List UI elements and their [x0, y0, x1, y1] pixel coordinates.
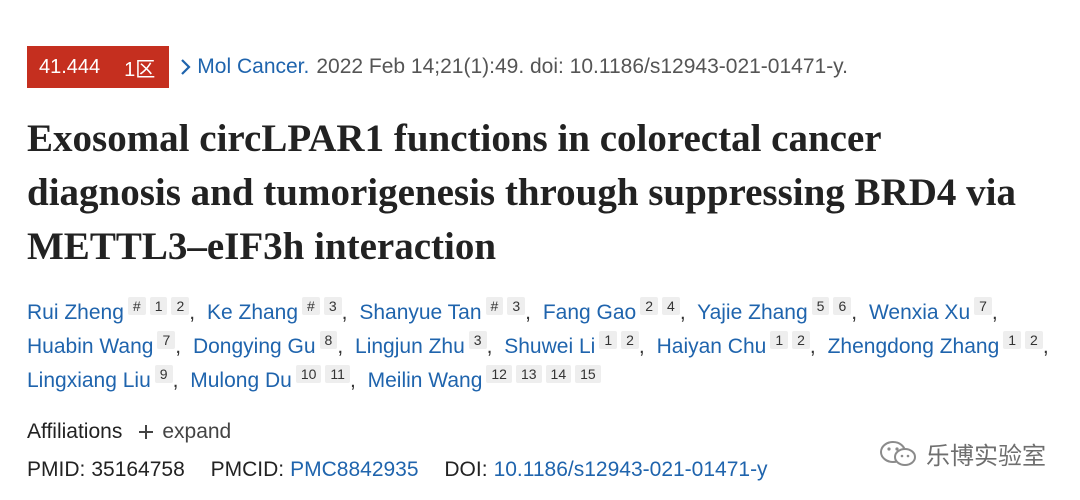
affiliation-number[interactable]: 3 [323, 297, 342, 315]
affiliations-label: Affiliations [27, 420, 123, 443]
author: Rui Zheng #1 2, [27, 297, 201, 324]
watermark-text: 乐博实验室 [926, 443, 1046, 470]
pmcid-label: PMCID: [210, 458, 285, 481]
affiliation-number[interactable]: 2 [621, 331, 639, 349]
affiliation-number[interactable]: 1 [1003, 331, 1022, 349]
author-name[interactable]: Haiyan Chu [656, 335, 767, 358]
affiliation-number[interactable]: 7 [157, 331, 176, 349]
pmid: 35164758 [91, 458, 185, 481]
affiliation-number[interactable]: 13 [515, 365, 542, 383]
author-name[interactable]: Lingxiang Liu [27, 369, 151, 392]
doi-link[interactable]: 10.1186/s12943-021-01471-y [493, 458, 768, 481]
author-name[interactable]: Shanyue Tan [359, 301, 482, 324]
affiliation-number[interactable]: 2 [1025, 331, 1043, 349]
wechat-icon [880, 440, 916, 466]
separator: , [337, 335, 344, 358]
equal-contribution-mark: # [127, 297, 146, 315]
affiliation-number[interactable]: 11 [325, 365, 350, 383]
author-name[interactable]: Lingjun Zhu [355, 335, 465, 358]
author: Fang Gao 2 4, [542, 297, 692, 324]
chevron-icon [181, 59, 191, 75]
author-name[interactable]: Dongying Gu [192, 335, 316, 358]
author-name[interactable]: Huabin Wang [27, 335, 154, 358]
affiliation-number[interactable]: 1 [149, 297, 168, 315]
author: Shuwei Li 1 2, [504, 331, 651, 358]
affiliation-number[interactable]: 10 [295, 365, 322, 383]
author-name[interactable]: Mulong Du [190, 369, 292, 392]
separator: , [638, 335, 645, 358]
author-name[interactable]: Meilin Wang [367, 369, 483, 392]
equal-contribution-mark: # [302, 297, 320, 315]
separator: , [851, 301, 858, 324]
separator: , [349, 369, 356, 392]
affiliations-row: Affiliations expand [27, 420, 231, 444]
author: Zhengdong Zhang 1 2, [827, 331, 1055, 358]
article-title: Exosomal circLPAR1 functions in colorect… [27, 117, 1016, 268]
identifiers: PMID: 35164758 PMCID: PMC8842935 DOI: 10.11… [27, 458, 768, 482]
author: Yajie Zhang 5 6, [697, 297, 863, 324]
author: Lingjun Zhu 3, [355, 331, 498, 358]
author: Haiyan Chu 1 2, [656, 331, 822, 358]
affiliation-number[interactable]: 5 [811, 297, 830, 315]
affiliation-number[interactable]: 9 [154, 365, 173, 383]
separator: , [525, 301, 531, 324]
author: Huabin Wang 7, [27, 331, 187, 358]
citation-details: 2022 Feb 14;21(1):49. doi: 10.1186/s1294… [316, 55, 848, 78]
affiliation-number[interactable]: 2 [640, 297, 659, 315]
author: Lingxiang Liu 9, [27, 365, 184, 392]
author-list: Rui Zheng #1 2, Ke Zhang #3, Shanyue Tan #3,… [27, 296, 1067, 398]
impact-badge: 41.444 1区 [27, 46, 170, 88]
author-name[interactable]: Shuwei Li [504, 335, 596, 358]
author-name[interactable]: Zhengdong Zhang [827, 335, 1000, 358]
affiliation-number[interactable]: 7 [974, 297, 992, 315]
author: Shanyue Tan #3, [359, 297, 537, 324]
expand-button[interactable]: expand [162, 420, 232, 443]
author-name[interactable]: Wenxia Xu [868, 301, 971, 324]
affiliation-number[interactable]: 8 [319, 331, 338, 349]
affiliation-number[interactable]: 6 [833, 297, 852, 315]
affiliation-number[interactable]: 2 [792, 331, 810, 349]
separator: , [1042, 335, 1049, 358]
separator: , [809, 335, 816, 358]
affiliation-number[interactable]: 3 [507, 297, 526, 315]
affiliation-number[interactable]: 1 [770, 331, 789, 349]
affiliation-number[interactable]: 4 [662, 297, 680, 315]
citation-row: 41.444 1区 Mol Cancer. 2022 Feb 14;21(1):… [27, 46, 848, 88]
doi-label: DOI: [444, 458, 488, 481]
author: Ke Zhang #3, [206, 297, 354, 324]
author: Wenxia Xu 7, [868, 297, 1004, 324]
affiliation-number[interactable]: 12 [486, 365, 512, 383]
plus-icon[interactable] [136, 422, 156, 442]
author-name[interactable]: Yajie Zhang [697, 301, 808, 324]
affiliation-number[interactable]: 15 [575, 365, 601, 383]
affiliation-number[interactable]: 2 [171, 297, 190, 315]
journal-link[interactable]: Mol Cancer. [197, 55, 310, 78]
separator: , [991, 301, 998, 324]
separator: , [189, 301, 196, 324]
author-name[interactable]: Fang Gao [542, 301, 637, 324]
article-header: 41.444 1区 Mol Cancer. 2022 Feb 14;21(1):… [27, 0, 1067, 500]
affiliation-number[interactable]: 3 [468, 331, 487, 349]
pmid-label: PMID: [27, 458, 86, 481]
author-name[interactable]: Ke Zhang [206, 301, 299, 324]
separator: , [172, 369, 179, 392]
separator: , [486, 335, 493, 358]
affiliation-number[interactable]: 14 [545, 365, 572, 383]
author: Meilin Wang 12 13 14 15 [367, 365, 601, 392]
affiliation-number[interactable]: 1 [599, 331, 618, 349]
equal-contribution-mark: # [485, 297, 504, 315]
author: Mulong Du 10 11, [190, 365, 362, 392]
zone: 1区 [124, 58, 156, 81]
separator: , [175, 335, 182, 358]
author: Dongying Gu 8, [192, 331, 349, 358]
impact-factor: 41.444 [39, 55, 101, 78]
author-name[interactable]: Rui Zheng [27, 301, 124, 324]
separator: , [679, 301, 686, 324]
pmcid-link[interactable]: PMC8842935 [290, 458, 419, 481]
watermark: 乐博实验室 [878, 436, 1046, 471]
separator: , [341, 301, 348, 324]
